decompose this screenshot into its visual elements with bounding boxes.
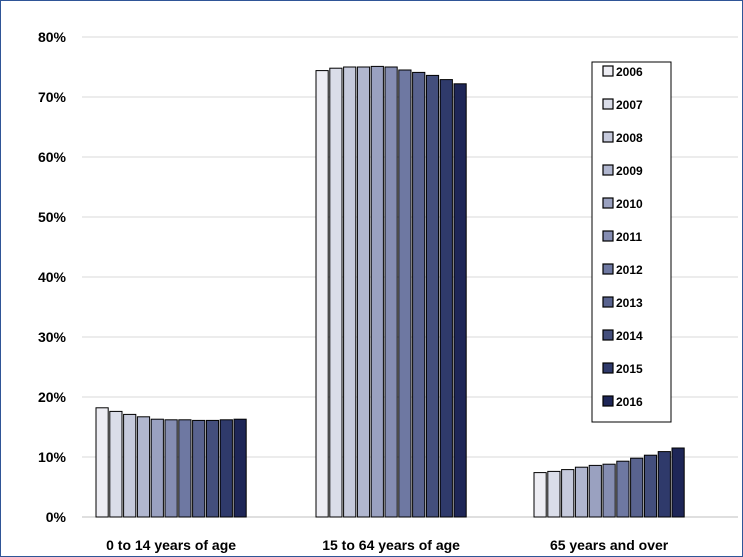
legend-swatch <box>602 263 614 275</box>
bar <box>533 472 547 518</box>
bar <box>164 419 178 518</box>
y-tick-label: 10% <box>38 449 67 465</box>
bar <box>384 66 398 518</box>
legend-label: 2012 <box>616 263 643 277</box>
x-category-label: 0 to 14 years of age <box>106 537 236 553</box>
bar <box>329 67 343 518</box>
legend-swatch <box>602 131 614 143</box>
legend-label: 2015 <box>616 362 643 376</box>
bar <box>561 469 575 518</box>
legend-label: 2008 <box>616 131 643 145</box>
y-axis: 0% 10% 20% 30% 40% 50% 60% 70% 80% <box>38 29 67 525</box>
legend-label: 2016 <box>616 395 643 409</box>
bars <box>95 65 685 518</box>
bar <box>425 74 440 518</box>
y-tick-label: 40% <box>38 269 67 285</box>
bar <box>370 65 384 518</box>
bar <box>616 460 630 518</box>
legend-swatch <box>602 98 614 110</box>
legend-box <box>591 61 672 423</box>
legend-swatch <box>602 362 614 374</box>
y-tick-label: 0% <box>46 509 67 525</box>
legend-label: 2006 <box>616 65 643 79</box>
y-tick-label: 60% <box>38 149 67 165</box>
y-tick-label: 20% <box>38 389 67 405</box>
bar <box>588 464 602 518</box>
bar <box>109 410 123 518</box>
legend-swatch <box>602 164 614 176</box>
bar <box>95 407 109 518</box>
bar <box>356 66 371 518</box>
bar <box>192 419 206 518</box>
x-category-label: 15 to 64 years of age <box>322 537 460 553</box>
legend-swatch <box>602 296 614 308</box>
legend-swatch <box>602 65 614 77</box>
legend-label: 2014 <box>616 329 643 343</box>
legend-label: 2011 <box>616 230 642 244</box>
x-category-label: 65 years and over <box>550 537 669 553</box>
bar <box>630 457 644 518</box>
y-tick-label: 80% <box>38 29 67 45</box>
bar <box>439 79 453 518</box>
legend: 2006 2007 2008 2009 2010 2011 2012 2013 2014 2015… <box>591 61 672 423</box>
bar <box>602 463 616 518</box>
legend-label: 2013 <box>616 296 643 310</box>
bar <box>150 418 164 518</box>
legend-label: 2009 <box>616 164 643 178</box>
legend-label: 2010 <box>616 197 643 211</box>
bar <box>233 418 247 518</box>
bar <box>123 413 137 518</box>
bar <box>315 70 329 518</box>
bar <box>657 451 671 518</box>
bar <box>547 470 561 518</box>
bar <box>574 466 589 518</box>
y-tick-label: 50% <box>38 209 67 225</box>
legend-swatch <box>602 230 614 242</box>
bar <box>453 83 467 518</box>
bar <box>219 419 233 518</box>
legend-swatch <box>602 197 614 209</box>
bar <box>398 69 412 518</box>
y-tick-label: 70% <box>38 89 67 105</box>
bar <box>412 71 426 518</box>
x-axis: 0 to 14 years of age 15 to 64 years of ag… <box>106 537 669 553</box>
legend-swatch <box>602 329 614 341</box>
bar <box>136 416 151 518</box>
bar <box>205 419 220 518</box>
legend-label: 2007 <box>616 98 643 112</box>
bar <box>643 454 658 518</box>
bar <box>178 419 192 518</box>
bar <box>343 66 357 518</box>
legend-swatch <box>602 395 614 407</box>
y-tick-label: 30% <box>38 329 67 345</box>
bar <box>671 447 685 518</box>
